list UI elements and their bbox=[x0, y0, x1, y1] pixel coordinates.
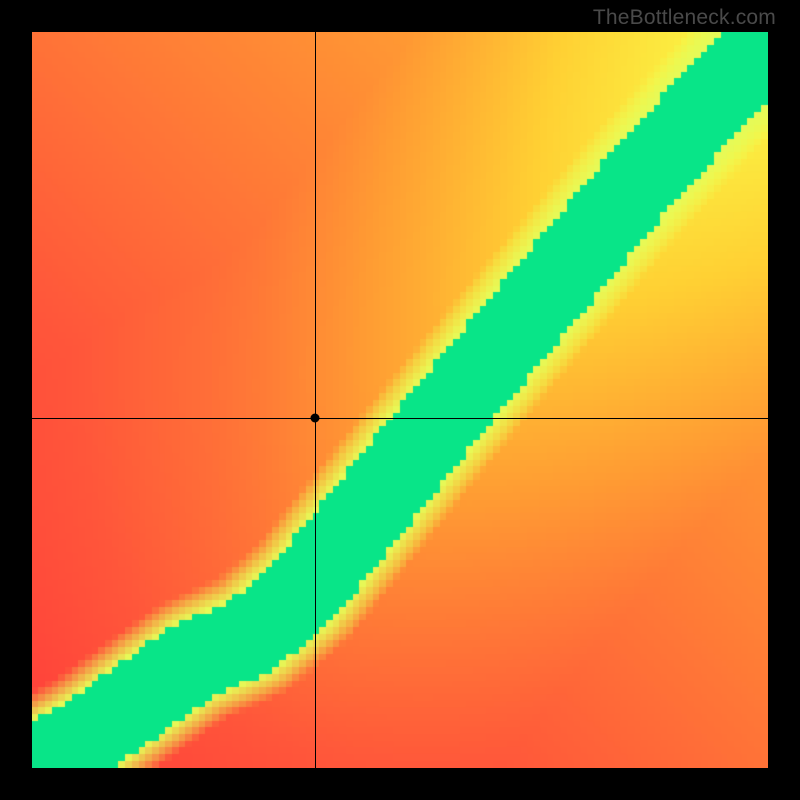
crosshair-horizontal bbox=[32, 418, 768, 420]
watermark-text: TheBottleneck.com bbox=[593, 6, 776, 30]
bottleneck-heatmap bbox=[32, 32, 768, 768]
crosshair-vertical bbox=[315, 32, 317, 768]
crosshair-marker bbox=[311, 414, 320, 423]
chart-frame: TheBottleneck.com bbox=[0, 0, 800, 800]
